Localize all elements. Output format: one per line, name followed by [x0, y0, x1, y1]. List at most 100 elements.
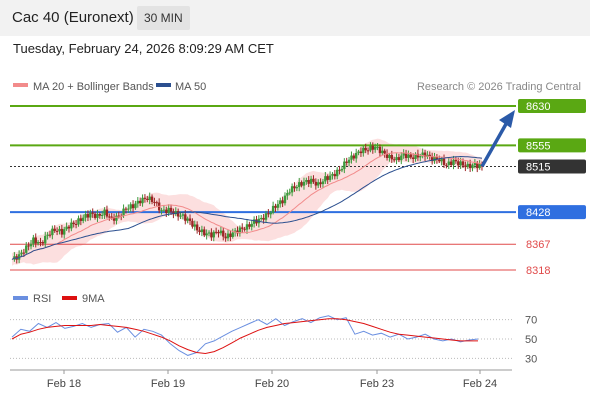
candle-body: [404, 152, 408, 159]
rsi-line: [11, 315, 479, 356]
candle-body: [435, 156, 439, 160]
candle-body: [354, 152, 358, 159]
candle-body: [430, 155, 434, 162]
candle-body: [345, 161, 348, 163]
candle-body: [321, 181, 325, 185]
candle-body: [70, 222, 73, 229]
candle-body: [264, 213, 268, 220]
candle-body: [169, 207, 173, 212]
candle-body: [110, 216, 113, 218]
candle-body: [141, 197, 144, 204]
candle-body: [198, 230, 201, 233]
candle-body: [191, 220, 194, 227]
candle-body: [127, 208, 130, 210]
candle-body: [48, 234, 52, 236]
candle-body: [124, 208, 128, 210]
candle-body: [461, 161, 465, 166]
bollinger-band-area: [12, 138, 482, 266]
rsi-panel: 70 50 30: [10, 315, 537, 365]
candle-body: [276, 204, 280, 208]
candle-body: [77, 218, 80, 225]
candle-body: [224, 236, 227, 239]
rsi-tick-50: 50: [525, 334, 537, 346]
candle-body: [295, 187, 299, 189]
candle-body: [262, 217, 265, 220]
candle-body: [438, 159, 441, 162]
candle-body: [369, 145, 372, 151]
candle-body: [155, 202, 158, 204]
candle-body: [222, 230, 225, 237]
candle-body: [79, 218, 83, 221]
candle-body: [466, 163, 469, 167]
candle-body: [331, 174, 334, 176]
candle-body: [20, 252, 23, 255]
instrument-title: Cac 40 (Euronext): [12, 9, 134, 26]
candle-body: [445, 164, 448, 166]
candle-body: [281, 200, 284, 204]
candle-body: [96, 214, 99, 218]
candle-body: [210, 232, 213, 238]
candle-body: [319, 182, 322, 185]
candle-body: [373, 146, 377, 150]
candle-body: [300, 182, 303, 186]
candle-body: [179, 215, 182, 217]
candle-body: [101, 214, 104, 216]
candle-body: [219, 230, 223, 234]
candle-body: [44, 235, 47, 244]
candle-body: [108, 216, 111, 218]
candle-body: [129, 204, 132, 209]
ma20-legend-label: MA 20 + Bollinger Bands: [33, 81, 154, 93]
candle-body: [305, 180, 308, 182]
candle-body: [400, 155, 403, 161]
candle-body: [442, 158, 446, 165]
level-label-8318: 8318: [526, 265, 550, 277]
price-levels: [10, 105, 516, 271]
candles: [13, 142, 484, 264]
candle-body: [72, 222, 75, 225]
candle-body: [340, 168, 344, 171]
candle-body: [29, 243, 33, 247]
interval-button[interactable]: 30 MIN: [137, 6, 190, 30]
target-arrow-head: [499, 110, 515, 128]
candle-body: [148, 196, 151, 200]
candle-body: [184, 214, 187, 221]
level-tag-8515: [518, 159, 586, 174]
candle-body: [350, 155, 353, 160]
candle-body: [366, 150, 370, 152]
candle-body: [248, 224, 251, 227]
candle-body: [82, 217, 85, 221]
candle-body: [89, 212, 92, 218]
candle-body: [200, 229, 204, 233]
candle-body: [312, 178, 315, 182]
level-tag-8630: [518, 99, 586, 113]
candle-body: [112, 217, 116, 221]
candle-body: [274, 205, 277, 208]
level-tag-8555: [518, 138, 586, 153]
candle-body: [452, 159, 455, 166]
candle-body: [205, 233, 208, 236]
moving-averages: [11, 152, 483, 260]
candle-body: [471, 165, 474, 169]
candle-body: [229, 233, 232, 237]
candle-body: [98, 214, 102, 216]
level-label-8515: 8515: [526, 161, 550, 173]
candle-body: [93, 213, 97, 218]
candle-body: [468, 163, 472, 169]
target-arrow-shaft: [480, 123, 508, 168]
candle-body: [122, 208, 125, 216]
candle-body: [459, 161, 462, 166]
candle-body: [298, 182, 301, 188]
level-label-8428: 8428: [526, 207, 550, 219]
candle-body: [392, 159, 396, 161]
candle-body: [328, 175, 332, 180]
candle-body: [226, 233, 230, 239]
candle-body: [362, 147, 365, 154]
candle-body: [245, 224, 249, 230]
candle-body: [63, 229, 66, 235]
candle-body: [193, 224, 196, 227]
candle-body: [214, 231, 218, 233]
candle-body: [260, 217, 263, 219]
candle-body: [162, 209, 166, 211]
candle-body: [371, 145, 375, 150]
